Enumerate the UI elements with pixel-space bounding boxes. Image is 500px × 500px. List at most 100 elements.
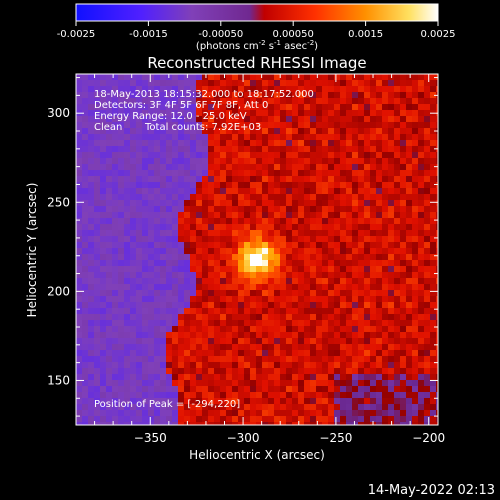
heatmap-cell — [238, 92, 245, 99]
heatmap-cell — [316, 338, 323, 345]
heatmap-cell — [328, 80, 335, 87]
heatmap-cell — [100, 128, 107, 135]
heatmap-cell — [112, 236, 119, 243]
heatmap-cell — [262, 404, 269, 411]
heatmap-cell — [370, 272, 377, 279]
heatmap-cell — [322, 284, 329, 291]
heatmap-cell — [196, 176, 203, 183]
heatmap-cell — [292, 374, 299, 381]
heatmap-cell — [220, 392, 227, 399]
heatmap-cell — [334, 236, 341, 243]
heatmap-cell — [352, 422, 359, 425]
heatmap-cell — [160, 338, 167, 345]
chart-title: Reconstructed RHESSI Image — [147, 54, 366, 72]
heatmap-cell — [136, 92, 143, 99]
heatmap-cell — [274, 242, 281, 249]
heatmap-cell — [274, 212, 281, 219]
heatmap-cell — [274, 380, 281, 387]
heatmap-cell — [76, 368, 83, 375]
heatmap-cell — [148, 266, 155, 273]
heatmap-cell — [184, 254, 191, 261]
heatmap-cell — [178, 236, 185, 243]
annotation-block: 18-May-2013 18:15:32.000 to 18:17:52.000… — [94, 89, 314, 410]
heatmap-cell — [256, 302, 263, 309]
heatmap-cell — [280, 422, 287, 425]
heatmap-cell — [160, 200, 167, 207]
heatmap-cell — [358, 218, 365, 225]
heatmap-cell — [394, 128, 401, 135]
heatmap-cell — [286, 80, 293, 87]
heatmap-cell — [208, 320, 215, 327]
heatmap-cell — [94, 194, 101, 201]
heatmap-cell — [100, 326, 107, 333]
heatmap-cell — [238, 422, 245, 425]
heatmap-cell — [136, 110, 143, 117]
heatmap-cell — [130, 422, 137, 425]
heatmap-cell — [334, 422, 341, 425]
heatmap-cell — [388, 272, 395, 279]
heatmap-cell — [148, 314, 155, 321]
heatmap-cell — [232, 368, 239, 375]
heatmap-cell — [310, 140, 317, 147]
heatmap-cell — [88, 356, 95, 363]
heatmap-cell — [100, 254, 107, 261]
heatmap-cell — [214, 356, 221, 363]
heatmap-cell — [250, 314, 257, 321]
heatmap-cell — [430, 332, 437, 339]
heatmap-cell — [328, 128, 335, 135]
heatmap-cell — [82, 194, 89, 201]
heatmap-cell — [340, 404, 347, 411]
heatmap-cell — [250, 230, 257, 237]
heatmap-cell — [214, 206, 221, 213]
heatmap-cell — [154, 362, 161, 369]
heatmap-cell — [136, 392, 143, 399]
heatmap-cell — [130, 266, 137, 273]
heatmap-cell — [184, 194, 191, 201]
heatmap-cell — [178, 104, 185, 111]
heatmap-cell — [334, 338, 341, 345]
heatmap-cell — [382, 296, 389, 303]
heatmap-cell — [124, 176, 131, 183]
heatmap-cell — [340, 248, 347, 255]
heatmap-cell — [304, 308, 311, 315]
heatmap-cell — [400, 398, 407, 405]
heatmap-cell — [226, 206, 233, 213]
heatmap-cell — [400, 164, 407, 171]
heatmap-cell — [160, 362, 167, 369]
heatmap-cell — [94, 74, 101, 81]
heatmap-cell — [214, 410, 221, 417]
heatmap-cell — [388, 404, 395, 411]
heatmap-cell — [196, 200, 203, 207]
heatmap-cell — [118, 206, 125, 213]
heatmap-cell — [130, 80, 137, 87]
heatmap-cell — [100, 362, 107, 369]
heatmap-cell — [226, 98, 233, 105]
heatmap-cell — [202, 122, 209, 129]
heatmap-cell — [250, 182, 257, 189]
heatmap-cell — [130, 206, 137, 213]
heatmap-cell — [82, 140, 89, 147]
heatmap-cell — [376, 356, 383, 363]
heatmap-cell — [172, 260, 179, 267]
colorbar-tick-label: 0.00050 — [273, 29, 314, 40]
heatmap-cell — [274, 398, 281, 405]
heatmap-cell — [394, 416, 401, 423]
heatmap-cell — [268, 296, 275, 303]
heatmap-cell — [112, 122, 119, 129]
heatmap-cell — [166, 248, 173, 255]
heatmap-cell — [100, 314, 107, 321]
heatmap-cell — [196, 194, 203, 201]
heatmap-cell — [106, 104, 113, 111]
heatmap-cell — [268, 248, 275, 255]
heatmap-cell — [364, 242, 371, 249]
heatmap-cell — [202, 362, 209, 369]
heatmap-cell — [250, 236, 257, 243]
heatmap-cell — [220, 224, 227, 231]
heatmap-cell — [202, 134, 209, 141]
heatmap-cell — [346, 326, 353, 333]
heatmap-cell — [268, 128, 275, 135]
heatmap-cell — [316, 332, 323, 339]
heatmap-cell — [430, 80, 437, 87]
heatmap-cell — [394, 74, 401, 81]
heatmap-cell — [256, 134, 263, 141]
